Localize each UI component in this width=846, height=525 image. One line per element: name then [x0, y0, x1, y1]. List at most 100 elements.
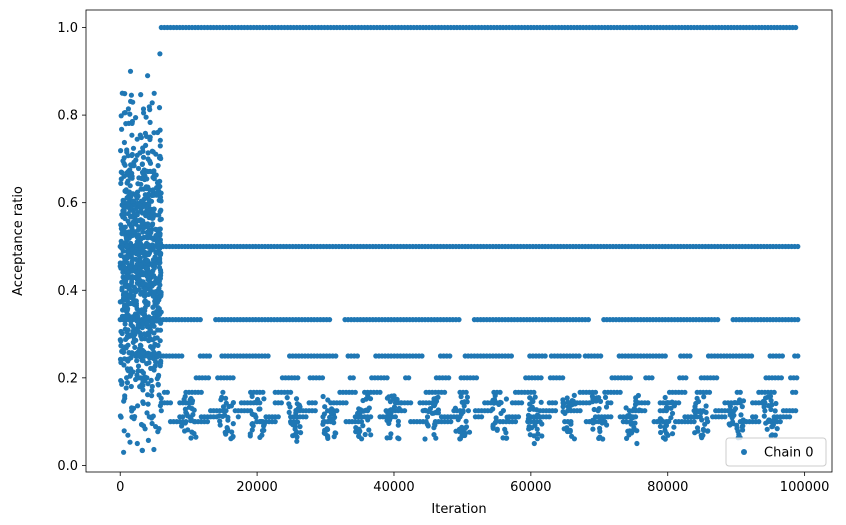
data-point — [727, 412, 733, 418]
data-point — [136, 250, 142, 256]
data-point — [597, 428, 603, 434]
data-point — [624, 419, 630, 425]
data-point — [767, 393, 774, 399]
data-point — [230, 421, 236, 427]
data-point — [139, 161, 145, 167]
data-point — [740, 398, 747, 404]
data-point — [257, 434, 263, 440]
data-point — [320, 393, 326, 400]
data-point — [446, 375, 452, 381]
data-point — [632, 420, 638, 426]
data-point — [732, 406, 739, 412]
data-point — [119, 212, 125, 218]
data-point — [157, 137, 163, 143]
data-point — [465, 408, 471, 414]
data-point — [149, 393, 155, 399]
data-point — [503, 396, 509, 402]
data-point — [127, 439, 133, 445]
data-point — [129, 408, 135, 414]
data-point — [275, 414, 281, 420]
data-point — [149, 388, 155, 394]
data-point — [670, 400, 676, 406]
data-point — [669, 410, 676, 416]
x-tick-label: 100000 — [780, 480, 830, 495]
data-point — [150, 293, 156, 299]
data-point — [119, 316, 125, 322]
data-point — [564, 425, 570, 431]
data-point — [362, 431, 368, 438]
data-point — [142, 426, 148, 432]
data-point — [228, 403, 234, 409]
data-point — [140, 106, 147, 112]
data-point — [153, 424, 159, 430]
data-point — [154, 318, 160, 324]
data-point — [144, 320, 150, 326]
data-point — [157, 257, 163, 263]
data-point — [546, 414, 552, 420]
data-point — [447, 353, 453, 359]
data-point — [204, 419, 211, 425]
data-point — [435, 394, 441, 400]
data-point — [396, 436, 402, 442]
y-axis: 0.0 0.2 0.4 0.6 0.8 1.0 — [57, 21, 86, 474]
data-point — [130, 145, 137, 151]
data-point — [157, 282, 163, 288]
data-point — [135, 165, 142, 172]
data-point — [150, 346, 156, 352]
data-point — [701, 427, 707, 433]
data-point — [793, 24, 799, 31]
data-point — [353, 425, 359, 431]
data-point — [128, 92, 134, 98]
data-point — [188, 418, 194, 424]
data-point — [703, 409, 709, 415]
data-point — [127, 111, 133, 117]
data-point — [155, 305, 161, 311]
data-point — [223, 395, 229, 401]
data-point — [663, 430, 670, 437]
data-point — [155, 342, 161, 348]
data-point — [261, 423, 267, 429]
data-point — [127, 174, 133, 180]
data-point — [633, 398, 639, 404]
data-point — [145, 353, 151, 359]
data-point — [144, 229, 150, 236]
data-point — [122, 321, 128, 327]
data-point — [157, 51, 163, 57]
data-point — [395, 422, 401, 428]
data-point — [130, 369, 136, 375]
data-point — [571, 436, 578, 442]
data-point — [151, 265, 157, 271]
data-point — [138, 134, 144, 141]
data-point — [448, 419, 454, 425]
data-point — [408, 400, 414, 406]
data-point — [124, 333, 130, 339]
data-point — [155, 129, 161, 136]
legend-label: Chain 0 — [764, 446, 814, 461]
data-point — [222, 412, 228, 418]
data-point — [188, 435, 194, 441]
data-point — [156, 105, 163, 111]
data-point — [250, 411, 256, 418]
data-point — [561, 401, 567, 407]
data-point — [140, 171, 146, 177]
data-point — [143, 133, 150, 139]
data-point — [463, 418, 469, 424]
data-point — [460, 409, 466, 415]
data-point — [365, 393, 371, 399]
data-point — [696, 408, 702, 415]
data-point — [795, 317, 801, 323]
data-point — [661, 419, 667, 425]
data-point — [145, 392, 151, 398]
data-point — [121, 362, 127, 368]
data-point — [153, 359, 159, 365]
data-point — [568, 421, 574, 427]
data-point — [124, 380, 130, 386]
data-point — [662, 424, 668, 430]
data-point — [497, 399, 503, 405]
data-point — [141, 331, 147, 337]
data-point — [144, 361, 150, 367]
data-point — [657, 416, 663, 422]
data-point — [118, 180, 124, 186]
data-point — [704, 428, 711, 434]
data-point — [737, 397, 743, 403]
